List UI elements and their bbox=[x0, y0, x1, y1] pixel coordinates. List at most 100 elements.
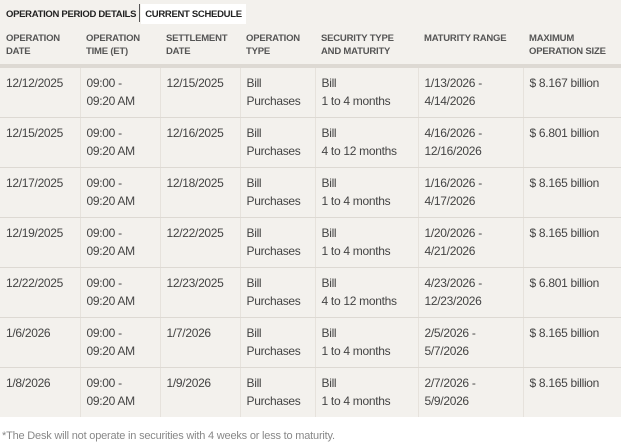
tab-operation-period-details[interactable]: OPERATION PERIOD DETAILS bbox=[6, 9, 137, 20]
operation-type-text: Bill bbox=[246, 376, 262, 390]
operation-type-text: Purchases bbox=[246, 394, 301, 408]
settlement-date-text: 12/18/2025 bbox=[166, 176, 224, 190]
operation-type-cell: Bill Purchases bbox=[239, 167, 315, 218]
settlement-date-cell: 12/23/2025 bbox=[159, 267, 240, 318]
operation-type-text: Bill bbox=[246, 226, 262, 240]
maturity-range-text: 2/7/2026 - bbox=[424, 376, 476, 390]
max-operation-size-cell: $ 8.167 billion bbox=[522, 66, 621, 118]
settlement-date-text: 1/7/2026 bbox=[166, 326, 212, 340]
operation-type-cell: Bill Purchases bbox=[239, 217, 315, 268]
schedule-panel: OPERATION PERIOD DETAILS CURRENT SCHEDUL… bbox=[0, 0, 621, 417]
max-operation-size-text: $ 8.167 billion bbox=[529, 76, 600, 90]
operation-date-cell: 12/22/2025 bbox=[0, 267, 80, 318]
operation-date-text: 12/12/2025 bbox=[6, 76, 64, 90]
settlement-date-text: 12/15/2025 bbox=[166, 76, 224, 90]
maturity-range-cell: 4/23/2026 - 12/23/2026 bbox=[417, 267, 523, 318]
security-type-cell: Bill 1 to 4 months bbox=[314, 66, 418, 118]
operation-date-cell: 12/17/2025 bbox=[0, 167, 80, 218]
operation-time-text: 09:00 - bbox=[86, 376, 123, 390]
operation-time-text: 09:20 AM bbox=[86, 94, 136, 108]
security-type-text: Bill bbox=[321, 376, 337, 390]
maturity-range-text: 12/16/2026 bbox=[424, 144, 482, 158]
operation-time-cell: 09:00 - 09:20 AM bbox=[79, 367, 160, 417]
operation-date-text: 1/8/2026 bbox=[6, 376, 51, 390]
column-header: OPERATION DATE bbox=[0, 24, 80, 68]
operation-type-text: Purchases bbox=[246, 244, 301, 258]
settlement-date-text: 1/9/2026 bbox=[166, 376, 212, 390]
schedule-table: OPERATION DATE OPERATION TIME (ET) SETTLEM… bbox=[0, 24, 621, 417]
operation-type-text: Purchases bbox=[246, 144, 301, 158]
settlement-date-cell: 12/15/2025 bbox=[159, 66, 240, 118]
settlement-date-text: 12/23/2025 bbox=[166, 276, 224, 290]
max-operation-size-text: $ 8.165 billion bbox=[529, 376, 600, 390]
tab-bar: OPERATION PERIOD DETAILS CURRENT SCHEDUL… bbox=[0, 0, 621, 24]
tab-current-schedule[interactable]: CURRENT SCHEDULE bbox=[141, 4, 246, 24]
max-operation-size-cell: $ 8.165 billion bbox=[522, 367, 621, 417]
settlement-date-text: 12/16/2025 bbox=[166, 126, 224, 140]
maturity-range-cell: 4/16/2026 - 12/16/2026 bbox=[417, 117, 523, 168]
maturity-range-text: 4/17/2026 bbox=[424, 194, 476, 208]
maturity-range-text: 4/21/2026 bbox=[424, 244, 476, 258]
column-header: OPERATION TIME (ET) bbox=[80, 24, 160, 68]
table-row: 12/17/2025 09:00 - 09:20 AM 12/18/2025 Bill P… bbox=[0, 167, 621, 218]
max-operation-size-text: $ 8.165 billion bbox=[529, 176, 600, 190]
operation-date-cell: 1/6/2026 bbox=[0, 317, 80, 368]
security-type-text: 4 to 12 months bbox=[321, 294, 397, 308]
tab-divider bbox=[139, 4, 141, 22]
settlement-date-cell: 1/7/2026 bbox=[159, 317, 240, 368]
operation-type-cell: Bill Purchases bbox=[239, 117, 315, 168]
maturity-range-text: 4/14/2026 bbox=[424, 94, 476, 108]
max-operation-size-text: $ 6.801 billion bbox=[529, 276, 600, 290]
security-type-cell: Bill 1 to 4 months bbox=[314, 167, 418, 218]
operation-time-cell: 09:00 - 09:20 AM bbox=[79, 167, 160, 218]
maturity-range-text: 4/16/2026 - bbox=[424, 126, 483, 140]
operation-time-text: 09:20 AM bbox=[86, 144, 136, 158]
max-operation-size-text: $ 6.801 billion bbox=[529, 126, 600, 140]
settlement-date-text: 12/22/2025 bbox=[166, 226, 224, 240]
security-type-cell: Bill 4 to 12 months bbox=[314, 267, 418, 318]
operation-type-cell: Bill Purchases bbox=[239, 267, 315, 318]
max-operation-size-cell: $ 6.801 billion bbox=[522, 267, 621, 318]
operation-date-cell: 12/15/2025 bbox=[0, 117, 80, 168]
security-type-cell: Bill 4 to 12 months bbox=[314, 117, 418, 168]
operation-date-cell: 12/19/2025 bbox=[0, 217, 80, 268]
operation-date-text: 1/6/2026 bbox=[6, 326, 51, 340]
security-type-text: Bill bbox=[321, 226, 337, 240]
max-operation-size-cell: $ 8.165 billion bbox=[522, 167, 621, 218]
operation-time-text: 09:20 AM bbox=[86, 394, 136, 408]
security-type-text: Bill bbox=[321, 76, 337, 90]
security-type-cell: Bill 1 to 4 months bbox=[314, 367, 418, 417]
security-type-text: 1 to 4 months bbox=[321, 194, 391, 208]
operation-time-text: 09:20 AM bbox=[86, 344, 136, 358]
table-row: 1/6/2026 09:00 - 09:20 AM 1/7/2026 Bill Purch… bbox=[0, 317, 621, 368]
max-operation-size-cell: $ 6.801 billion bbox=[522, 117, 621, 168]
operation-time-text: 09:00 - bbox=[86, 176, 123, 190]
operation-time-cell: 09:00 - 09:20 AM bbox=[79, 217, 160, 268]
security-type-text: 1 to 4 months bbox=[321, 394, 391, 408]
operation-date-cell: 12/12/2025 bbox=[0, 66, 80, 118]
operation-type-text: Purchases bbox=[246, 194, 301, 208]
operation-time-text: 09:00 - bbox=[86, 326, 123, 340]
security-type-text: 4 to 12 months bbox=[321, 144, 397, 158]
operation-time-text: 09:00 - bbox=[86, 276, 123, 290]
operation-type-cell: Bill Purchases bbox=[239, 367, 315, 417]
settlement-date-cell: 12/22/2025 bbox=[159, 217, 240, 268]
operation-time-text: 09:00 - bbox=[86, 126, 123, 140]
table-row: 12/12/2025 09:00 - 09:20 AM 12/15/2025 Bill P… bbox=[0, 66, 621, 118]
maturity-range-text: 4/23/2026 - bbox=[424, 276, 483, 290]
maturity-range-text: 1/16/2026 - bbox=[424, 176, 483, 190]
max-operation-size-text: $ 8.165 billion bbox=[529, 226, 600, 240]
max-operation-size-cell: $ 8.165 billion bbox=[522, 317, 621, 368]
security-type-text: 1 to 4 months bbox=[321, 94, 391, 108]
operation-time-text: 09:20 AM bbox=[86, 294, 136, 308]
operation-time-text: 09:20 AM bbox=[86, 194, 136, 208]
operation-time-cell: 09:00 - 09:20 AM bbox=[79, 117, 160, 168]
operation-time-cell: 09:00 - 09:20 AM bbox=[79, 66, 160, 118]
security-type-cell: Bill 1 to 4 months bbox=[314, 217, 418, 268]
maturity-range-text: 12/23/2026 bbox=[424, 294, 482, 308]
operation-time-cell: 09:00 - 09:20 AM bbox=[79, 317, 160, 368]
operation-time-text: 09:20 AM bbox=[86, 244, 136, 258]
maturity-range-text: 1/13/2026 - bbox=[424, 76, 483, 90]
maturity-range-cell: 1/13/2026 - 4/14/2026 bbox=[417, 66, 523, 118]
operation-type-text: Purchases bbox=[246, 294, 301, 308]
